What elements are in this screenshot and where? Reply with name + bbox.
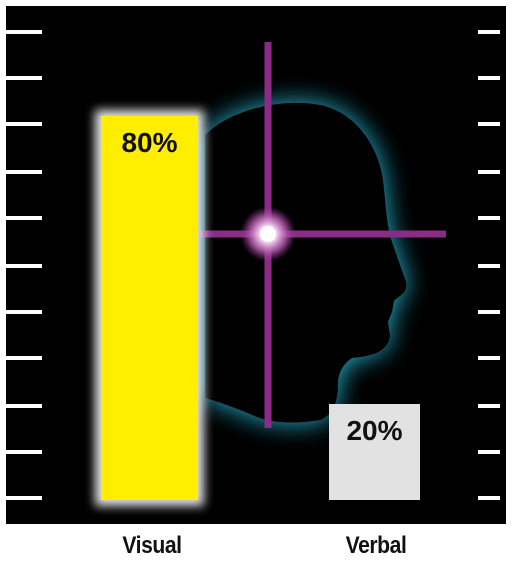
axis-ticks-right	[478, 30, 500, 500]
tick-left-7	[6, 356, 42, 360]
tick-left-0	[6, 30, 42, 34]
tick-right-2	[478, 122, 500, 126]
category-label-verbal: Verbal	[345, 532, 407, 559]
tick-right-9	[478, 450, 500, 454]
tick-left-6	[6, 310, 42, 314]
head-silhouette-icon	[205, 102, 407, 423]
bars-layer: 80% 20%	[95, 110, 420, 506]
tick-left-1	[6, 76, 42, 80]
tick-right-8	[478, 404, 500, 408]
bar-verbal-value-label: 20%	[346, 415, 402, 446]
axis-ticks-left	[6, 30, 42, 500]
tick-right-4	[478, 216, 500, 220]
tick-right-3	[478, 170, 500, 174]
tick-right-10	[478, 496, 500, 500]
tick-left-9	[6, 450, 42, 454]
tick-left-4	[6, 216, 42, 220]
bar-verbal	[329, 404, 420, 500]
tick-left-5	[6, 264, 42, 268]
tick-right-1	[478, 76, 500, 80]
bar-visual-value-label: 80%	[121, 127, 177, 158]
tick-left-3	[6, 170, 42, 174]
bar-visual	[101, 116, 198, 500]
tick-left-2	[6, 122, 42, 126]
tick-right-0	[478, 30, 500, 34]
tick-left-8	[6, 404, 42, 408]
category-label-visual: Visual	[122, 532, 182, 559]
tick-right-6	[478, 310, 500, 314]
tick-right-7	[478, 356, 500, 360]
tick-left-10	[6, 496, 42, 500]
crosshair-icon	[200, 42, 446, 428]
tick-right-5	[478, 264, 500, 268]
